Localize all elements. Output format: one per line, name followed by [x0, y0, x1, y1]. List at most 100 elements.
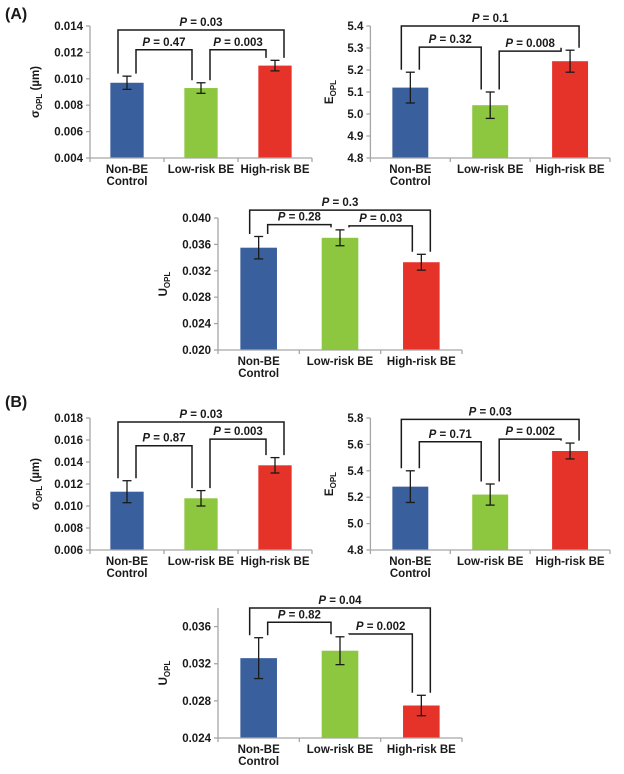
- category-label-non-be-control: Control: [390, 176, 431, 188]
- significance-bracket: [400, 25, 580, 70]
- significance-bracket: [209, 438, 267, 489]
- y-tick-label: 0.024: [182, 733, 211, 745]
- category-label-low-risk-be: Low-risk BE: [457, 164, 524, 176]
- y-tick-label: 5.2: [347, 492, 363, 504]
- y-axis-label: σOPL (µm): [30, 66, 44, 118]
- category-label-non-be-control: Non-BE: [389, 164, 431, 176]
- category-label-non-be-control: Control: [238, 756, 279, 768]
- y-tick-label: 0.012: [54, 479, 83, 491]
- significance-bracket: [266, 223, 332, 234]
- bar-high-risk-be: [258, 65, 292, 158]
- significance-bracket: [498, 438, 562, 482]
- p-value-label: P = 0.003: [213, 37, 263, 49]
- y-tick-label: 0.010: [54, 74, 83, 86]
- y-tick-label: 4.8: [347, 545, 364, 557]
- chart-panel-b-sigma-opl: 0.006 0.008 0.010 0.012 0.014 0.016 0.018 Non-B…: [28, 396, 320, 584]
- category-label-low-risk-be: Low-risk BE: [307, 744, 374, 756]
- y-tick-label: 0.040: [182, 213, 211, 225]
- error-bar-non-be-control: [254, 637, 264, 680]
- category-label-high-risk-be: High-risk BE: [387, 744, 456, 756]
- y-tick-label: 5.4: [347, 466, 364, 478]
- category-label-non-be-control: Non-BE: [106, 164, 148, 176]
- y-tick-label: 5.0: [347, 519, 363, 531]
- y-tick-label: 5.0: [347, 109, 363, 121]
- chart-panel-b-u-opl: 0.024 0.028 0.032 0.036 Non-BE Control Low-ris…: [156, 586, 470, 772]
- error-bar-non-be-control: [405, 470, 415, 504]
- p-value-label: P = 0.03: [359, 213, 402, 225]
- significance-bracket: [400, 418, 580, 469]
- category-label-non-be-control: Control: [238, 368, 279, 380]
- category-label-non-be-control: Control: [390, 568, 431, 580]
- y-tick-label: 5.2: [347, 65, 363, 77]
- p-value-label: P = 0.002: [505, 426, 555, 438]
- y-tick-label: 0.006: [54, 545, 83, 557]
- significance-bracket: [117, 29, 285, 74]
- category-label-high-risk-be: High-risk BE: [387, 356, 456, 368]
- bar-high-risk-be: [552, 451, 589, 550]
- p-value-label: P = 0.47: [142, 37, 185, 49]
- p-value-label: P = 0.28: [278, 212, 322, 224]
- chart-svg-panel-a-u-opl: 0.020 0.024 0.028 0.032 0.036 0.040 Non-BECont…: [158, 197, 463, 380]
- significance-bracket: [348, 633, 414, 693]
- error-bar-low-risk-be: [485, 483, 495, 506]
- error-bar-low-risk-be: [485, 91, 495, 120]
- p-value-label: P = 0.03: [469, 406, 512, 418]
- bar-high-risk-be: [258, 465, 292, 550]
- error-bar-low-risk-be: [196, 489, 206, 507]
- significance-bracket: [498, 47, 562, 90]
- bar-low-risk-be: [184, 498, 218, 550]
- chart-panel-a-e-opl: 4.8 4.9 5.0 5.1 5.2 5.3 5.4 Non-BE Control Low-ri…: [322, 4, 618, 192]
- category-label-non-be-control: Non-BE: [238, 356, 280, 368]
- y-tick-label: 0.006: [54, 127, 83, 139]
- chart-panel-b-e-opl: 4.8 5.0 5.2 5.4 5.6 5.8 Non-BE Control Low-risk …: [322, 396, 618, 584]
- error-bar-non-be-control: [254, 235, 264, 260]
- bar-low-risk-be: [184, 88, 218, 158]
- error-bar-non-be-control: [405, 71, 415, 104]
- error-bar-low-risk-be: [196, 82, 206, 94]
- p-value-label: P = 0.32: [429, 34, 472, 46]
- significance-bracket: [248, 607, 432, 693]
- category-label-low-risk-be: Low-risk BE: [457, 556, 524, 568]
- y-tick-label: 5.1: [347, 87, 364, 99]
- significance-bracket: [418, 441, 482, 482]
- category-label-non-be-control: Non-BE: [238, 744, 280, 756]
- p-value-label: P = 0.002: [356, 621, 406, 633]
- category-label-high-risk-be: High-risk BE: [536, 164, 605, 176]
- y-tick-label: 0.032: [182, 266, 211, 278]
- significance-bracket: [248, 209, 432, 252]
- y-tick-label: 5.3: [347, 43, 363, 55]
- significance-bracket: [348, 225, 414, 252]
- bar-non-be-control: [110, 82, 144, 158]
- y-tick-label: 5.8: [347, 413, 364, 425]
- error-bar-non-be-control: [122, 75, 132, 91]
- y-tick-label: 0.036: [182, 239, 211, 251]
- y-tick-label: 4.9: [347, 131, 363, 143]
- error-bar-high-risk-be: [565, 442, 575, 460]
- error-bar-high-risk-be: [270, 456, 280, 474]
- y-tick-label: 0.028: [182, 292, 211, 304]
- significance-bracket: [209, 49, 267, 81]
- significance-bracket: [418, 46, 482, 90]
- category-label-non-be-control: Control: [107, 568, 148, 580]
- panel-b-label: (B): [5, 394, 28, 411]
- category-label-high-risk-be: High-risk BE: [240, 556, 309, 568]
- y-tick-label: 0.028: [182, 696, 211, 708]
- p-value-label: P = 0.008: [505, 38, 555, 50]
- y-tick-label: 0.024: [182, 319, 211, 331]
- significance-bracket: [135, 49, 193, 81]
- significance-bracket: [135, 444, 193, 489]
- error-bar-low-risk-be: [335, 229, 345, 247]
- y-axis-label: UOPL: [158, 661, 172, 686]
- bar-low-risk-be: [321, 237, 359, 350]
- p-value-label: P = 0.003: [213, 426, 263, 438]
- p-value-label: P = 0.82: [278, 609, 321, 621]
- chart-svg-panel-a-sigma-opl: 0.004 0.006 0.008 0.010 0.012 0.014 Non-BECont…: [30, 17, 313, 188]
- category-label-low-risk-be: Low-risk BE: [307, 356, 374, 368]
- category-label-non-be-control: Non-BE: [106, 556, 148, 568]
- bar-high-risk-be: [403, 262, 440, 350]
- category-label-low-risk-be: Low-risk BE: [168, 556, 235, 568]
- p-value-label: P = 0.03: [179, 17, 222, 29]
